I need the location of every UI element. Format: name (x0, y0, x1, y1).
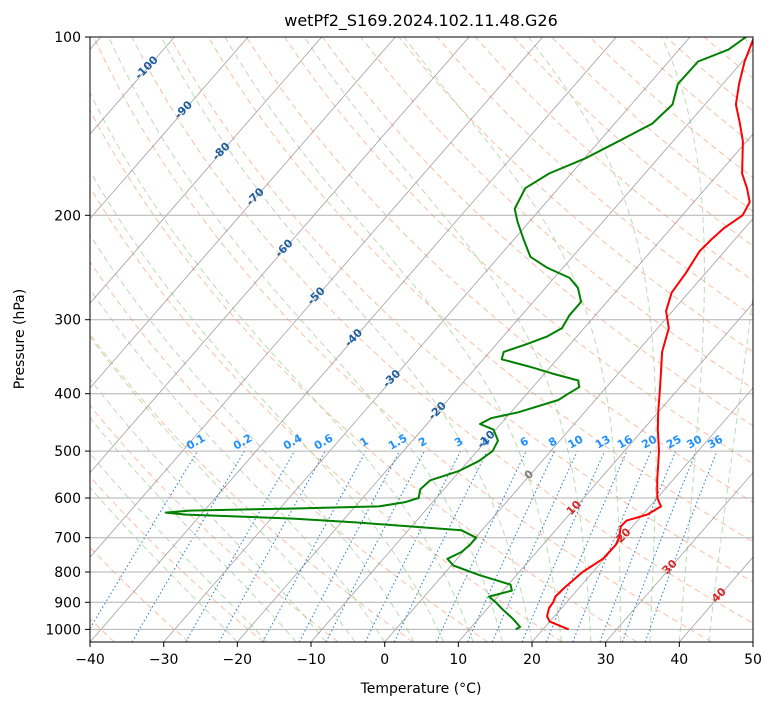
mixing-ratio-line (492, 451, 577, 642)
x-tick-label: 40 (670, 652, 688, 668)
moist-adiabat-line (662, 37, 705, 642)
dry-adiabat-line (246, 37, 775, 642)
moist-adiabat-line (0, 37, 296, 642)
isotherm-line (0, 37, 322, 642)
moist-adiabat-line (709, 37, 769, 642)
isotherm-line (311, 37, 775, 642)
line-labels: 0.1 0.2 0.4 0.6 1 1.5 2 3 4 6 8 10 13 16 20 25 30 36-100-… (132, 53, 729, 605)
y-tick-label: 500 (54, 444, 81, 460)
x-axis: −40 −30 −20 −10 0 10 20 30 40 50 (75, 642, 762, 668)
dry-adiabat-line (437, 37, 775, 642)
moist-adiabat-line (0, 37, 385, 642)
mixing-ratio-label: 10 (566, 432, 586, 451)
isotherm-line (0, 37, 395, 642)
plot-area: 0.1 0.2 0.4 0.6 1 1.5 2 3 4 6 8 10 13 16 20 25 30 36-100-… (0, 37, 775, 642)
dry-adiabat-line (666, 37, 775, 642)
x-tick-label: 30 (597, 652, 615, 668)
y-tick-label: 100 (54, 30, 81, 46)
mixing-ratio-label: 3 (452, 435, 465, 450)
moist-adiabat-line (0, 37, 237, 642)
mixing-ratio-label: 0.2 (231, 432, 254, 453)
x-tick-label: −30 (149, 652, 179, 668)
x-tick-label: −20 (223, 652, 253, 668)
isotherm-line (753, 37, 775, 642)
moist-adiabat-line (0, 37, 267, 642)
moist-adiabat-line (28, 37, 443, 642)
dry-adiabat-line (399, 37, 775, 642)
mixing-ratio-label: 0.4 (281, 431, 305, 452)
isotherm-line (385, 37, 775, 642)
mixing-ratio-label: 8 (546, 435, 559, 450)
x-tick-label: 10 (449, 652, 467, 668)
y-tick-label: 600 (54, 491, 81, 507)
x-axis-label: Temperature (°C) (360, 681, 482, 697)
moist-adiabat-line (0, 37, 355, 642)
x-tick-label: −10 (296, 652, 326, 668)
y-tick-label: 700 (54, 531, 81, 547)
mixing-ratio-label: 13 (593, 433, 613, 452)
isotherms (0, 37, 775, 642)
mixing-ratio-label: 6 (518, 434, 531, 449)
dewpoint-line (166, 37, 746, 629)
x-tick-label: 0 (380, 652, 389, 668)
mixing-ratio-label: 0.1 (184, 432, 207, 453)
moist-adiabat-line (109, 37, 503, 642)
y-axis-label: Pressure (hPa) (12, 289, 28, 389)
moist-adiabat-line (0, 37, 326, 642)
mixing-ratio-label: 2 (416, 435, 429, 450)
mixing-ratio-label: 16 (615, 432, 635, 451)
y-tick-label: 1000 (45, 622, 81, 638)
mixing-ratio-label: 25 (664, 433, 684, 452)
y-tick-label: 200 (54, 208, 81, 224)
y-tick-label: 300 (54, 313, 81, 329)
temperature-line (547, 37, 754, 629)
mixing-ratio-line (573, 451, 651, 642)
y-tick-label: 400 (54, 387, 81, 403)
y-tick-label: 900 (54, 595, 81, 611)
y-tick-label: 800 (54, 565, 81, 581)
dry-adiabat-line (361, 37, 775, 642)
y-axis: 100 200 300 400 500 600 700 800 900 1000 (45, 30, 90, 638)
mixing-ratio-lines (82, 451, 717, 642)
isotherm-line (679, 37, 775, 642)
x-tick-label: 50 (744, 652, 762, 668)
dry-adiabats (0, 37, 775, 642)
mixing-ratio-label: 1.5 (386, 432, 409, 453)
mixing-ratio-line (394, 451, 487, 642)
mixing-ratio-line (219, 451, 325, 642)
isotherm-line (458, 37, 775, 642)
mixing-ratio-label: 1 (358, 435, 371, 450)
mixing-ratio-label: 0.6 (312, 431, 336, 452)
x-tick-label: 20 (523, 652, 541, 668)
isotherm-line (0, 37, 469, 642)
mixing-ratio-label: 30 (685, 432, 705, 451)
x-tick-label: −40 (75, 652, 105, 668)
dry-adiabat-line (475, 37, 775, 642)
moist-adiabat-line (65, 37, 473, 642)
mixing-ratio-line (622, 451, 696, 642)
moist-adiabats (0, 37, 769, 642)
mixing-ratio-line (522, 451, 605, 642)
chart-title: wetPf2_S169.2024.102.11.48.G26 (284, 11, 558, 31)
